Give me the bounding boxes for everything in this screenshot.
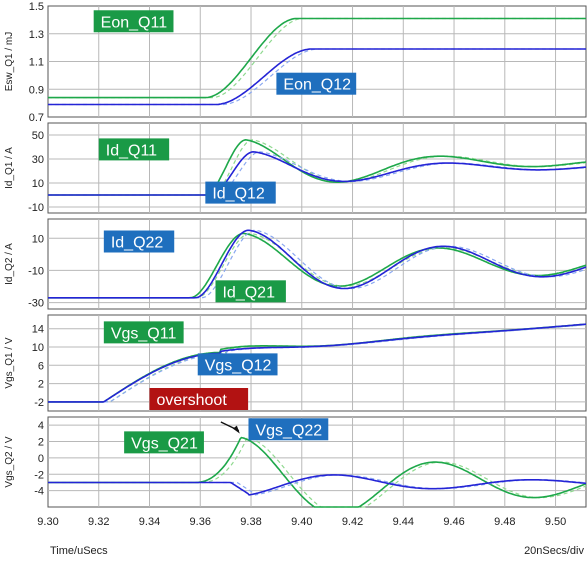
series-vgs-q21-dashed [48,436,587,508]
x-tick-label: 9.30 [37,516,58,528]
series-label: Vgs_Q12 [205,357,272,374]
time-per-division: 20nSecs/div [524,545,584,557]
y-axis-label: Id_Q2 / A [4,243,15,285]
panels-layer: 0.7 0.9 1.1 1.3 1.5 Esw_Q1 / mJ Eon_Q11 Eon_Q12… [4,1,587,508]
x-axis-label: Time/uSecs [50,545,108,557]
y-tick-label: -10 [28,265,44,277]
series-label-box [149,388,249,410]
y-tick-label: 10 [32,233,44,245]
y-tick-label: -4 [34,486,44,498]
series-id-q12 [48,150,586,196]
series-label: Vgs_Q22 [255,422,322,439]
x-axis: 9.30 9.32 9.34 9.36 9.38 9.40 9.42 9.44 9.46 9.48… [37,516,566,528]
y-tick-label: 10 [32,178,44,190]
panel-4: -2 2 6 10 14 Vgs_Q1 / V Vgs_Q11 Vgs_Q12 [4,314,587,412]
series-label-box [103,321,184,344]
series-label: overshoot [157,392,228,409]
series-label: Vgs_Q21 [131,435,198,452]
y-tick-label: 1.5 [29,1,44,13]
x-tick-label: 9.50 [545,516,566,528]
series-vgs-q22 [48,474,587,496]
y-tick-label: -2 [34,397,44,409]
y-tick-label: 0.9 [29,84,44,96]
series-id-q22 [48,229,587,299]
y-tick-label: 2 [38,437,44,449]
series-label: Id_Q12 [212,186,265,203]
y-tick-label: 50 [32,130,44,142]
series-label-box [98,138,170,161]
series-label: Eon_Q12 [283,77,351,94]
series-label-box [124,431,204,454]
series-label-box [197,353,278,376]
series-eon-q11 [48,17,586,99]
y-axis-label: Vgs_Q2 / V [4,436,15,487]
series-label-box [205,181,276,204]
y-tick-label: 0 [38,453,44,465]
y-tick-label: 4 [38,420,44,432]
y-axis-label: Id_Q1 / A [4,147,15,189]
x-tick-label: 9.42 [342,516,363,528]
series-label: Eon_Q11 [101,14,168,31]
series-label: Vgs_Q11 [111,325,177,342]
y-axis-label: Vgs_Q1 / V [4,337,15,388]
y-tick-label: 2 [38,379,44,391]
y-tick-label: -30 [28,298,44,310]
series-eon-q12 [48,48,586,106]
y-tick-label: 1.3 [29,29,44,41]
series-label-box [215,280,286,303]
series-id-q21-dashed [48,232,587,299]
series-label-box [276,72,357,95]
x-tick-label: 9.40 [291,516,312,528]
y-tick-label: 1.1 [29,57,44,69]
y-tick-label: -2 [34,469,44,481]
series-label: Id_Q11 [106,142,157,159]
panel-2: -10 10 30 50 Id_Q1 / A Id_Q11 Id_Q12 [4,122,587,214]
x-tick-label: 9.38 [240,516,261,528]
series-label-box [248,418,329,441]
y-tick-label: 0.7 [29,112,44,124]
y-tick-label: 10 [32,342,44,354]
y-tick-label: -10 [28,202,44,214]
panel-1: 0.7 0.9 1.1 1.3 1.5 Esw_Q1 / mJ Eon_Q11 Eon_Q12 [4,1,587,124]
y-tick-label: 30 [32,154,44,166]
y-tick-label: 6 [38,360,44,372]
series-label-box [93,10,174,33]
x-tick-label: 9.48 [494,516,515,528]
series-label-box [103,230,175,253]
x-tick-label: 9.32 [88,516,109,528]
overshoot-arrowhead [232,425,240,434]
series-label: Id_Q21 [222,284,275,301]
panel-3: -30 -10 10 Id_Q2 / A Id_Q22 Id_Q21 [4,218,587,310]
panel-5: -4 -2 0 2 4 Vgs_Q2 / V Vgs_Q21 Vgs_Q22 overshoot [4,388,587,508]
x-tick-label: 9.46 [443,516,464,528]
series-vgs-q12 [48,323,587,403]
y-axis-label: Esw_Q1 / mJ [4,32,15,91]
y-tick-label: 14 [32,324,44,336]
series-label: Id_Q22 [111,235,164,252]
x-tick-label: 9.36 [190,516,211,528]
x-tick-label: 9.34 [139,516,160,528]
x-tick-label: 9.44 [393,516,414,528]
